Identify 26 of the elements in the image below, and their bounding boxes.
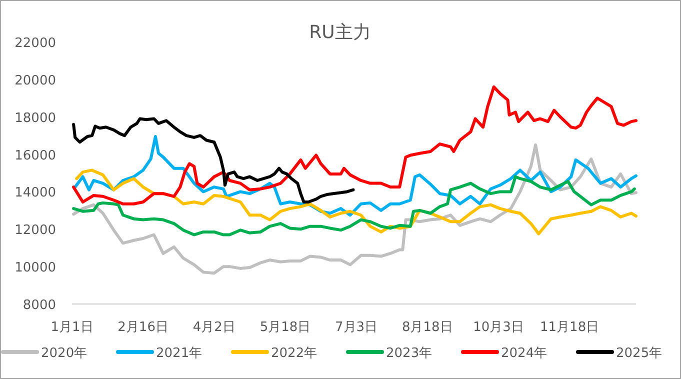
y-tick-label: 8000 <box>22 298 56 313</box>
legend-label: 2020年 <box>41 346 88 361</box>
x-tick-label: 7月3日 <box>335 320 378 335</box>
x-tick-label: 10月3日 <box>473 320 524 335</box>
line-series <box>72 85 638 206</box>
x-tick-label: 11月18日 <box>540 320 600 335</box>
y-tick-label: 20000 <box>14 73 56 88</box>
legend-label: 2024年 <box>501 346 548 361</box>
x-tick-label: 1月1日 <box>50 320 94 335</box>
x-tick-label: 4月2日 <box>192 320 236 335</box>
y-tick-label: 14000 <box>14 186 56 201</box>
line-series <box>72 143 638 275</box>
chart-title: RU主力 <box>309 22 371 43</box>
legend-label: 2025年 <box>616 346 662 361</box>
y-tick-label: 12000 <box>14 223 56 238</box>
y-tick-label: 18000 <box>14 110 56 126</box>
y-tick-label: 16000 <box>14 148 56 164</box>
x-tick-label: 8月18日 <box>402 320 453 335</box>
legend-label: 2023年 <box>386 346 432 361</box>
legend-label: 2022年 <box>271 346 318 361</box>
x-tick-label: 5月18日 <box>260 320 311 335</box>
legend-label: 2021年 <box>156 346 202 361</box>
y-tick-label: 22000 <box>14 36 56 51</box>
line-series <box>72 117 355 204</box>
y-tick-label: 10000 <box>14 260 56 276</box>
x-tick-label: 2月16日 <box>118 320 168 335</box>
